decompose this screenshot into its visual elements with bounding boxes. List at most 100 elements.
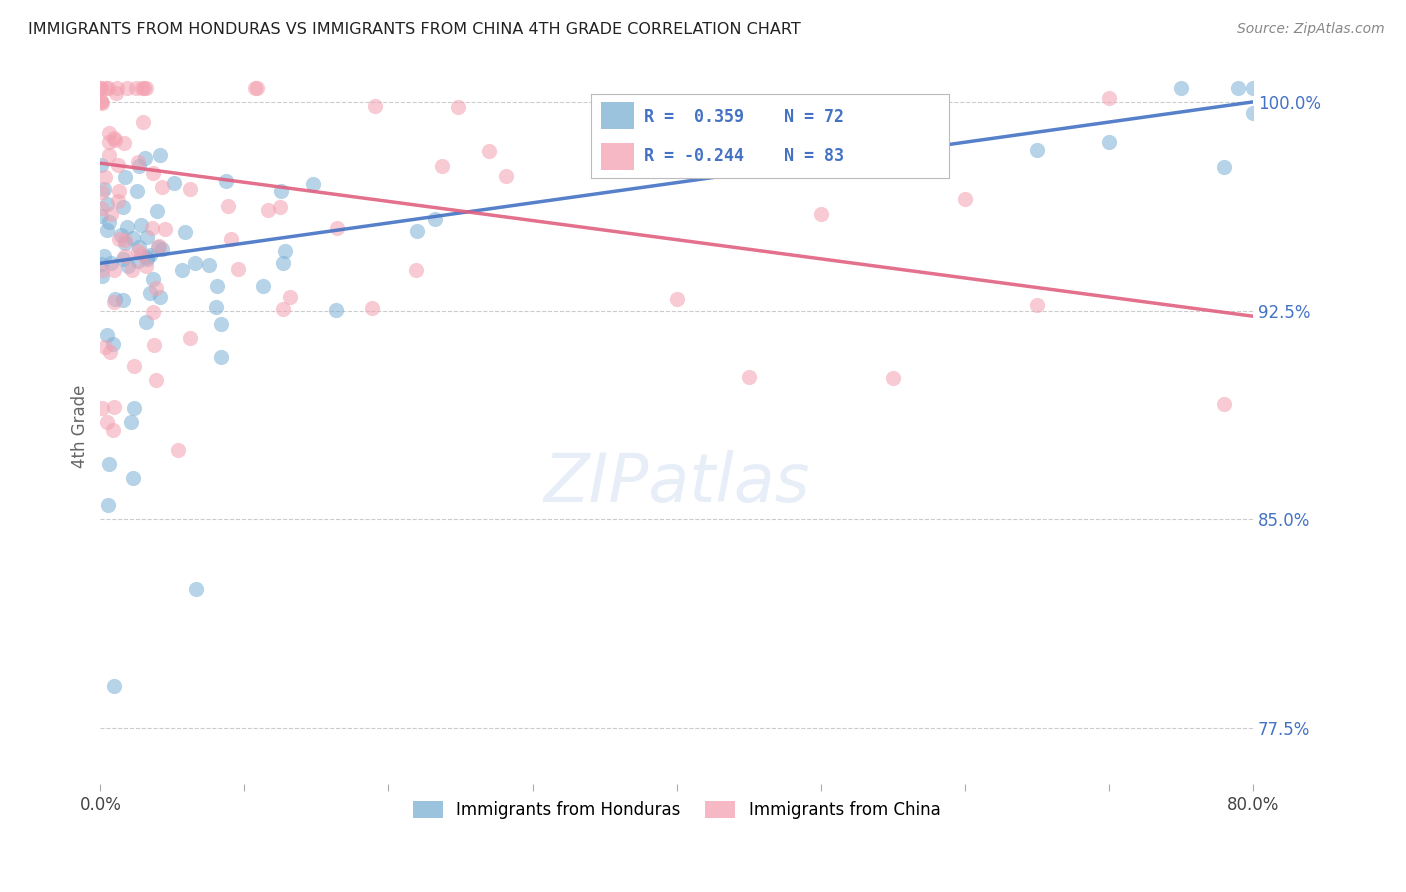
Point: [1098, 91, 1121, 105]
Point: [96, 197, 118, 211]
Point: [94, 170, 117, 185]
Point: [430, 159, 453, 173]
Text: Source: ZipAtlas.com: Source: ZipAtlas.com: [1237, 22, 1385, 37]
Point: [364, 99, 387, 113]
Point: [405, 263, 427, 277]
Point: [90, 81, 112, 95]
Point: [252, 278, 274, 293]
Point: [326, 221, 349, 235]
Point: [98, 126, 121, 140]
Point: [271, 302, 294, 317]
Point: [114, 169, 136, 184]
Point: [90, 158, 112, 172]
Point: [90, 209, 112, 223]
Point: [361, 301, 384, 316]
Point: [166, 442, 188, 457]
Point: [145, 203, 167, 218]
Point: [96, 223, 118, 237]
Point: [101, 423, 124, 437]
Point: [163, 176, 186, 190]
Point: [209, 318, 232, 332]
Point: [302, 177, 325, 191]
Point: [139, 247, 162, 261]
Point: [153, 221, 176, 235]
Point: [93, 249, 115, 263]
Point: [98, 345, 121, 359]
Point: [219, 232, 242, 246]
Point: [245, 81, 267, 95]
Point: [100, 207, 122, 221]
Point: [93, 182, 115, 196]
Point: [149, 290, 172, 304]
Point: [423, 211, 446, 226]
Point: [129, 246, 152, 260]
Point: [91, 401, 114, 415]
Point: [103, 263, 125, 277]
Point: [478, 145, 501, 159]
Point: [124, 359, 146, 374]
Point: [1241, 106, 1264, 120]
Point: [110, 228, 132, 243]
Point: [204, 300, 226, 314]
Point: [1025, 143, 1047, 157]
Legend: Immigrants from Honduras, Immigrants from China: Immigrants from Honduras, Immigrants fro…: [406, 794, 948, 825]
Point: [1227, 81, 1250, 95]
Point: [179, 181, 201, 195]
Point: [112, 200, 135, 214]
Point: [278, 290, 301, 304]
Point: [447, 100, 470, 114]
Point: [197, 258, 219, 272]
Point: [104, 133, 127, 147]
Point: [97, 457, 120, 471]
Point: [127, 184, 149, 198]
Point: [104, 86, 127, 100]
Point: [1098, 136, 1121, 150]
Point: [120, 415, 142, 429]
Point: [1025, 298, 1047, 312]
Point: [269, 200, 291, 214]
Point: [226, 262, 249, 277]
Point: [105, 81, 128, 95]
Point: [184, 582, 207, 596]
Point: [737, 370, 759, 384]
Point: [257, 202, 280, 217]
Point: [91, 268, 114, 283]
Point: [132, 115, 155, 129]
Point: [665, 293, 688, 307]
Point: [142, 166, 165, 180]
Point: [114, 249, 136, 263]
Point: [98, 215, 121, 229]
Point: [115, 81, 138, 95]
Point: [1170, 81, 1192, 95]
Point: [142, 305, 165, 319]
Point: [1213, 160, 1236, 174]
Point: [127, 254, 149, 268]
Point: [90, 95, 112, 110]
Point: [406, 224, 429, 238]
Point: [135, 315, 157, 329]
Point: [122, 470, 145, 484]
Point: [1241, 81, 1264, 95]
Point: [124, 81, 146, 95]
Point: [96, 415, 118, 429]
Point: [98, 148, 121, 162]
Point: [127, 154, 149, 169]
Point: [111, 252, 134, 266]
Point: [882, 370, 904, 384]
Point: [128, 240, 150, 254]
Point: [136, 252, 159, 266]
Point: [90, 262, 112, 277]
Point: [173, 225, 195, 239]
Point: [148, 240, 170, 254]
Point: [143, 338, 166, 352]
Point: [103, 131, 125, 145]
Point: [90, 186, 112, 200]
Point: [114, 233, 136, 247]
Point: [170, 263, 193, 277]
Point: [128, 159, 150, 173]
Point: [179, 331, 201, 345]
Point: [270, 185, 292, 199]
Point: [135, 81, 157, 95]
Text: IMMIGRANTS FROM HONDURAS VS IMMIGRANTS FROM CHINA 4TH GRADE CORRELATION CHART: IMMIGRANTS FROM HONDURAS VS IMMIGRANTS F…: [28, 22, 801, 37]
Point: [135, 259, 157, 273]
